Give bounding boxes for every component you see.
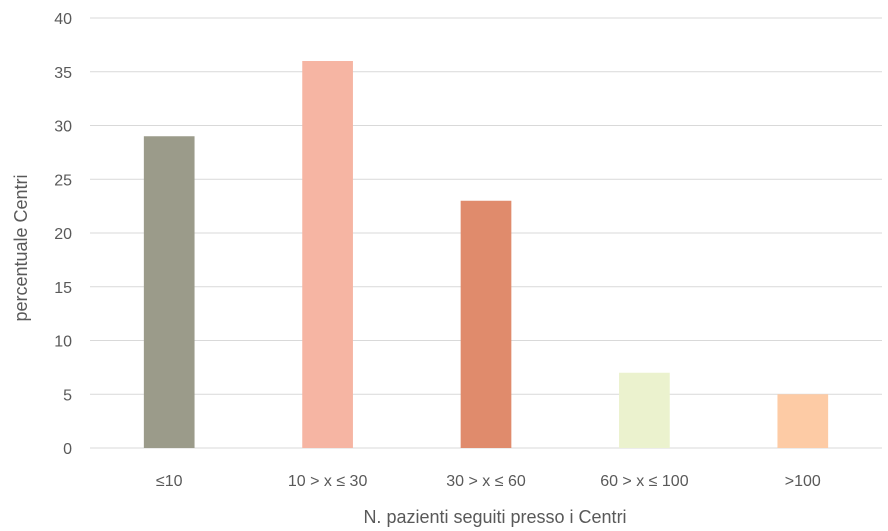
bar-1 [143,136,195,448]
x-tick-label: 30 > x ≤ 60 [446,473,526,490]
bar-2 [302,61,353,448]
y-axis-title: percentuale Centri [11,174,31,321]
x-tick-label: >100 [785,473,821,490]
y-tick-label: 10 [54,334,72,351]
bar-5 [777,394,829,448]
y-axis-ticks: 0 5 10 15 20 25 30 35 40 [54,11,72,458]
y-tick-label: 40 [54,11,72,28]
bars [143,61,829,448]
y-tick-label: 20 [54,226,72,243]
y-tick-label: 35 [54,65,72,82]
x-tick-label: ≤10 [156,473,183,490]
y-tick-label: 30 [54,119,72,136]
y-tick-label: 0 [63,441,72,458]
bar-4 [619,372,670,448]
x-tick-label: 10 > x ≤ 30 [288,473,368,490]
bar-3 [460,200,512,448]
x-axis-title: N. pazienti seguiti presso i Centri [363,507,626,527]
y-tick-label: 25 [54,172,72,189]
x-tick-label: 60 > x ≤ 100 [600,473,689,490]
y-tick-label: 5 [63,387,72,404]
y-tick-label: 15 [54,280,72,297]
x-axis-ticks: ≤10 10 > x ≤ 30 30 > x ≤ 60 60 > x ≤ 100 >10… [156,473,821,490]
